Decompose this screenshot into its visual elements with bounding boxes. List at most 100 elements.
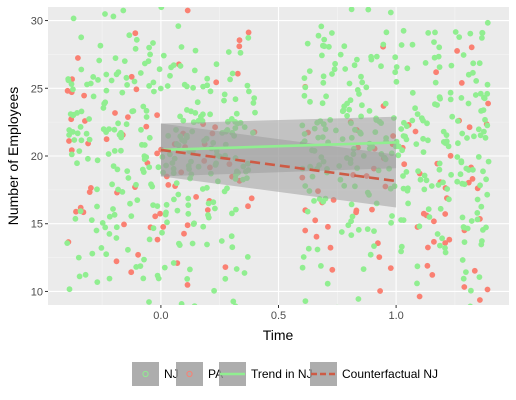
nj-point	[233, 110, 240, 117]
nj-point	[398, 126, 405, 132]
nj-point	[474, 216, 481, 223]
nj-point	[382, 0, 388, 5]
nj-point	[146, 164, 153, 171]
nj-point	[112, 55, 119, 61]
nj-point	[160, 52, 167, 59]
nj-point	[425, 137, 431, 144]
nj-point	[103, 71, 110, 78]
nj-point	[320, 79, 327, 86]
nj-point	[174, 207, 181, 214]
nj-point	[147, 51, 154, 58]
nj-point	[442, 245, 448, 251]
nj-point	[448, 62, 455, 69]
nj-point	[402, 133, 408, 140]
pa-point	[461, 284, 468, 290]
nj-point	[163, 201, 170, 208]
nj-point	[171, 196, 177, 203]
nj-point	[137, 70, 144, 76]
nj-point	[484, 81, 491, 88]
pa-point	[128, 73, 135, 80]
pa-point	[248, 195, 255, 202]
nj-point	[154, 203, 161, 210]
pa-point	[132, 30, 139, 37]
nj-point	[70, 111, 77, 118]
nj-point	[227, 76, 234, 83]
pa-point	[377, 288, 383, 294]
nj-point	[415, 168, 421, 175]
nj-point	[128, 213, 135, 220]
nj-point	[471, 133, 477, 140]
nj-point	[413, 141, 420, 148]
nj-point	[232, 96, 239, 103]
pa-point	[125, 114, 131, 120]
nj-point	[238, 306, 244, 312]
nj-point	[349, 213, 356, 220]
nj-point	[187, 266, 193, 273]
y-tick-label: 30	[31, 16, 43, 28]
nj-point	[421, 186, 428, 193]
nj-point	[211, 287, 218, 294]
nj-point	[85, 155, 91, 162]
nj-point	[398, 248, 404, 255]
pa-point	[442, 211, 449, 217]
legend-label-counter: Counterfactual NJ	[342, 367, 438, 381]
nj-point	[159, 229, 165, 236]
nj-point	[340, 107, 347, 114]
nj-point	[78, 34, 85, 41]
nj-point	[139, 141, 145, 148]
nj-point	[200, 83, 207, 90]
y-tick-label: 20	[31, 151, 43, 163]
nj-point	[233, 266, 240, 272]
nj-point	[481, 128, 487, 135]
nj-point	[185, 195, 192, 202]
nj-point	[463, 269, 469, 275]
nj-point	[463, 165, 470, 172]
nj-point	[300, 254, 307, 260]
pa-point	[133, 86, 140, 93]
nj-point	[434, 231, 441, 237]
nj-point	[432, 79, 439, 86]
nj-point	[483, 176, 489, 183]
nj-point	[485, 158, 492, 165]
nj-point	[344, 112, 350, 119]
nj-point	[72, 215, 79, 222]
pa-point	[325, 223, 331, 230]
nj-point	[82, 271, 89, 278]
nj-point	[64, 240, 71, 247]
nj-point	[336, 304, 339, 305]
nj-point	[478, 203, 485, 210]
pa-point	[128, 269, 135, 276]
pa-point	[86, 189, 93, 196]
nj-point	[320, 73, 327, 80]
nj-point	[302, 298, 309, 304]
pa-point	[353, 209, 359, 216]
nj-point	[210, 199, 217, 206]
nj-point	[114, 166, 121, 173]
nj-point	[315, 32, 322, 39]
nj-point	[481, 94, 487, 101]
nj-point	[111, 126, 118, 133]
nj-point	[66, 286, 73, 293]
nj-point	[150, 79, 157, 86]
nj-point	[306, 68, 313, 74]
pa-point	[154, 236, 161, 243]
nj-point	[205, 212, 211, 218]
nj-point	[123, 121, 130, 128]
nj-point	[478, 108, 484, 114]
nj-point	[431, 39, 437, 45]
nj-point	[484, 191, 491, 198]
nj-point	[86, 136, 93, 143]
regression-lines	[160, 141, 397, 183]
nj-point	[119, 189, 126, 195]
pa-point	[313, 233, 320, 240]
nj-point	[213, 0, 219, 6]
nj-point	[432, 101, 438, 108]
pa-point	[68, 147, 75, 154]
nj-point	[184, 107, 190, 113]
pa-point	[416, 293, 423, 300]
nj-point	[482, 134, 489, 141]
nj-point	[245, 34, 252, 41]
nj-point	[76, 148, 83, 155]
nj-point	[472, 92, 479, 98]
nj-point	[354, 56, 360, 63]
